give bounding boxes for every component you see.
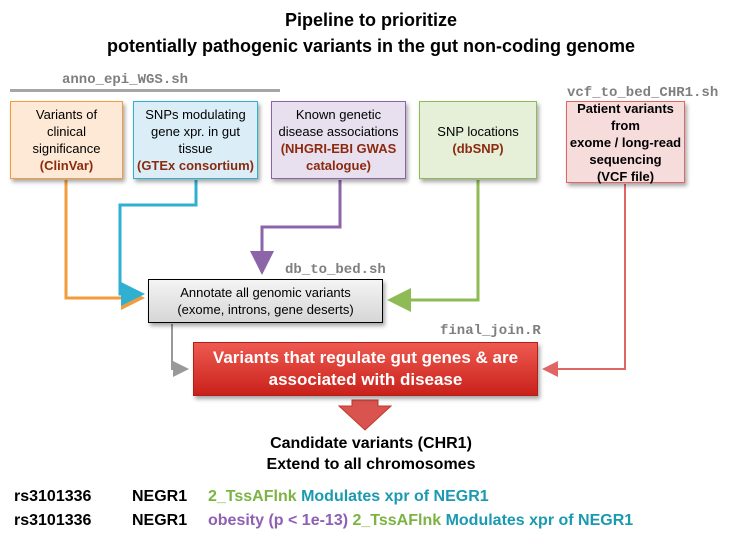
dbsnp-box: SNP locations (dbSNP)	[419, 101, 537, 179]
gtex-line1: SNPs modulating	[145, 107, 246, 122]
annotate-line2: (exome, introns, gene deserts)	[177, 302, 354, 317]
patient-variants-box: Patient variants from exome / long-read …	[566, 100, 685, 184]
gwas-line2: disease associations	[278, 124, 399, 139]
dbsnp-line1: SNP locations	[437, 124, 519, 139]
gwas-box: Known genetic disease associations (NHGR…	[271, 101, 406, 179]
gtex-line2: gene xpr. in gut	[151, 124, 240, 139]
gwas-connector	[250, 180, 342, 275]
clinvar-line2: clinical	[46, 124, 86, 139]
effect-text: Modulates xpr of NEGR1	[445, 512, 634, 529]
down-arrow	[337, 399, 393, 431]
candidate-heading: Candidate variants (CHR1)	[270, 435, 472, 452]
result-row: rs3101336 NEGR1 obesity (p < 1e-13) 2_TssA…	[14, 510, 633, 532]
clinvar-connector	[64, 180, 145, 310]
patient-line4: (VCF file)	[596, 168, 655, 184]
annotate-box: Annotate all genomic variants (exome, in…	[148, 279, 383, 323]
script-label-anno-epi: anno_epi_WGS.sh	[62, 72, 189, 88]
clinvar-line1: Variants of	[35, 107, 98, 122]
variant-id: rs3101336	[14, 488, 92, 505]
effect-text: Modulates xpr of NEGR1	[301, 488, 489, 505]
patient-line3: sequencing	[589, 151, 662, 167]
script-label-vcf-to-bed: vcf_to_bed_CHR1.sh	[567, 85, 719, 101]
annotate-line1: Annotate all genomic variants	[180, 285, 351, 300]
clinvar-box: Variants of clinical significance (ClinV…	[10, 101, 123, 179]
script-divider	[10, 89, 280, 92]
regulate-line2: associated with disease	[268, 370, 463, 389]
gtex-connector	[118, 180, 198, 306]
regulating-variants-box: Variants that regulate gut genes & are a…	[193, 342, 538, 396]
chromatin-state: 2_TssAFlnk	[352, 512, 442, 529]
chromatin-state: 2_TssAFlnk	[208, 488, 297, 505]
clinvar-source: (ClinVar)	[39, 158, 94, 173]
patient-connector	[542, 184, 626, 377]
gwas-source: (NHGRI-EBI GWAS	[280, 141, 397, 156]
clinvar-line3: significance	[32, 141, 101, 156]
patient-line2: exome / long-read	[569, 134, 682, 150]
dbsnp-source: (dbSNP)	[452, 141, 504, 156]
script-label-final-join: final_join.R	[440, 323, 541, 339]
regulate-line1: Variants that regulate gut genes & are	[212, 348, 519, 367]
candidate-subheading: Extend to all chromosomes	[266, 456, 476, 473]
page-subtitle: potentially pathogenic variants in the g…	[106, 36, 636, 56]
gwas-line1: Known genetic	[295, 107, 382, 122]
variant-id: rs3101336	[14, 512, 92, 529]
dbsnp-connector	[387, 180, 480, 312]
trait-text: obesity (p < 1e-13)	[208, 512, 349, 529]
script-label-db-to-bed: db_to_bed.sh	[285, 262, 386, 278]
gtex-source: (GTEx consortium)	[136, 158, 254, 173]
gene-name: NEGR1	[132, 488, 188, 505]
patient-line1: Patient variants from	[577, 100, 674, 133]
gwas-source-cont: catalogue)	[305, 158, 371, 173]
result-row: rs3101336 NEGR1 2_TssAFlnk Modulates xpr o…	[14, 486, 489, 508]
gtex-box: SNPs modulating gene xpr. in gut tissue …	[133, 101, 258, 179]
gene-name: NEGR1	[132, 512, 188, 529]
gtex-line3: tissue	[178, 141, 213, 156]
annotate-connector	[171, 324, 189, 377]
page-title: Pipeline to prioritize	[284, 10, 458, 30]
